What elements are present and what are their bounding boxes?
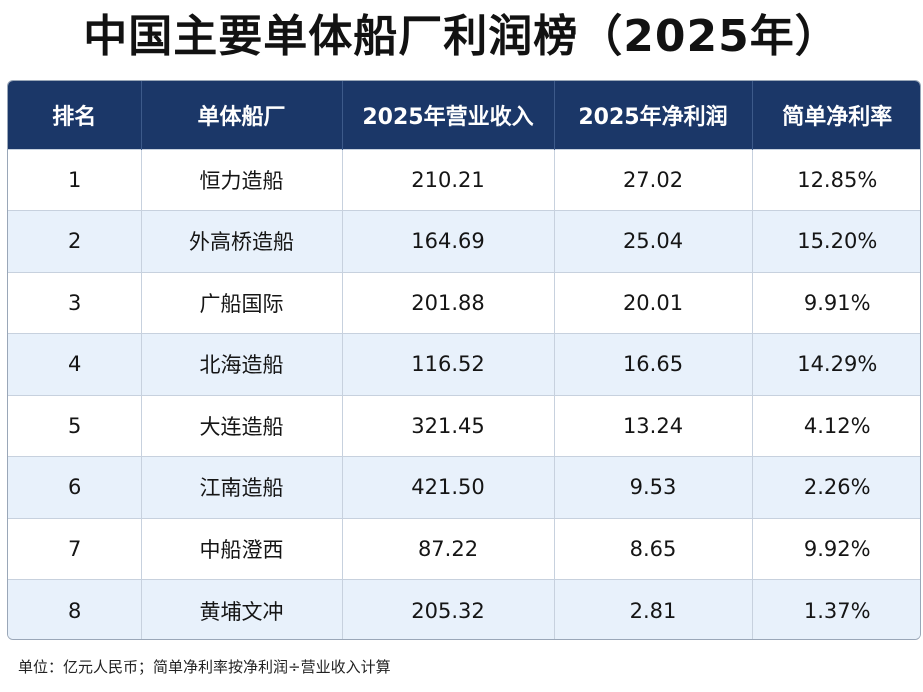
table-row: 8 黄埔文冲 205.32 2.81 1.37%: [8, 579, 920, 639]
table-row: 4 北海造船 116.52 16.65 14.29%: [8, 333, 920, 395]
shipyard-cell: 中船澄西: [141, 517, 343, 580]
net-profit-cell: 27.02: [554, 148, 753, 211]
table-row: 3 广船国际 201.88 20.01 9.91%: [8, 271, 920, 334]
column-header-rank: 排名: [8, 81, 142, 149]
rank-cell: 8: [8, 579, 142, 639]
table-row: 6 江南造船 421.50 9.53 2.26%: [8, 456, 920, 518]
net-margin-cell: 9.91%: [752, 271, 920, 334]
net-profit-cell: 9.53: [554, 456, 753, 518]
revenue-cell: 210.21: [342, 148, 555, 211]
table-row: 1 恒力造船 210.21 27.02 12.85%: [8, 148, 920, 211]
net-margin-cell: 15.20%: [752, 210, 920, 272]
net-profit-cell: 25.04: [554, 210, 753, 272]
net-margin-cell: 12.85%: [752, 148, 920, 211]
net-margin-cell: 14.29%: [752, 333, 920, 395]
revenue-cell: 87.22: [342, 517, 555, 580]
page-title: 中国主要单体船厂利润榜（2025年）: [83, 11, 840, 62]
net-profit-cell: 8.65: [554, 517, 753, 580]
column-header-revenue: 2025年营业收入: [342, 81, 555, 149]
rank-cell: 3: [8, 271, 142, 334]
shipyard-cell: 北海造船: [141, 333, 343, 395]
rank-cell: 4: [8, 333, 142, 395]
column-header-net-profit: 2025年净利润: [554, 81, 753, 149]
shipyard-cell: 江南造船: [141, 456, 343, 518]
shipyard-cell: 广船国际: [141, 271, 343, 334]
table-row: 7 中船澄西 87.22 8.65 9.92%: [8, 517, 920, 580]
shipyard-cell: 黄埔文冲: [141, 579, 343, 639]
rank-cell: 6: [8, 456, 142, 518]
net-margin-cell: 2.26%: [752, 456, 920, 518]
net-profit-cell: 13.24: [554, 394, 753, 457]
net-profit-cell: 16.65: [554, 333, 753, 395]
table-row: 5 大连造船 321.45 13.24 4.12%: [8, 394, 920, 457]
net-profit-cell: 2.81: [554, 579, 753, 639]
net-margin-cell: 4.12%: [752, 394, 920, 457]
shipyard-cell: 大连造船: [141, 394, 343, 457]
revenue-cell: 421.50: [342, 456, 555, 518]
column-header-shipyard: 单体船厂: [141, 81, 343, 149]
column-header-net-margin: 简单净利率: [782, 104, 893, 130]
data-table: 排名 单体船厂 2025年营业收入 2025年净利润 简单净利率 1 恒力造船 …: [8, 81, 920, 639]
table-row: 2 外高桥造船 164.69 25.04 15.20%: [8, 210, 920, 272]
net-profit-cell: 20.01: [554, 271, 753, 334]
revenue-cell: 164.69: [342, 210, 555, 272]
revenue-cell: 321.45: [342, 394, 555, 457]
table-header-row: 排名 单体船厂 2025年营业收入 2025年净利润 简单净利率: [8, 81, 920, 149]
rank-cell: 5: [8, 394, 142, 457]
net-margin-cell: 1.37%: [752, 579, 920, 639]
profit-table: 排名 单体船厂 2025年营业收入 2025年净利润 简单净利率 1 恒力造船 …: [7, 80, 921, 640]
revenue-cell: 201.88: [342, 271, 555, 334]
rank-cell: 7: [8, 517, 142, 580]
shipyard-cell: 外高桥造船: [141, 210, 343, 272]
rank-cell: 2: [8, 210, 142, 272]
net-margin-cell: 9.92%: [752, 517, 920, 580]
revenue-cell: 116.52: [342, 333, 555, 395]
rank-cell: 1: [8, 148, 142, 211]
footnote: 单位：亿元人民币；简单净利率按净利润÷营业收入计算: [18, 658, 391, 676]
revenue-cell: 205.32: [342, 579, 555, 639]
shipyard-cell: 恒力造船: [141, 148, 343, 211]
